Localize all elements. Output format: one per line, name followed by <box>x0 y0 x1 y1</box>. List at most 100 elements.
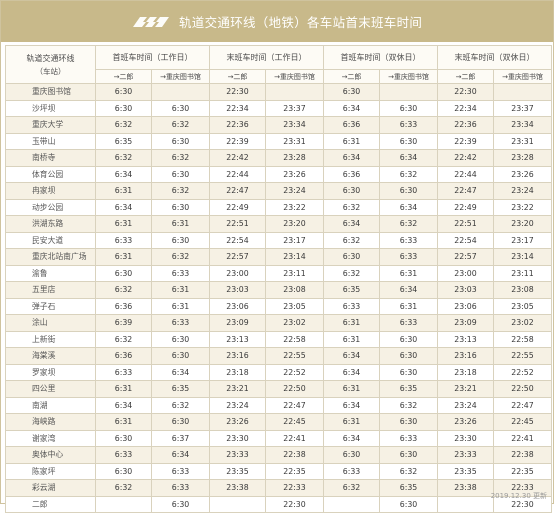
time-cell: 6:34 <box>323 347 380 365</box>
direction-header: →二郎 <box>323 69 380 84</box>
time-cell: 6:33 <box>323 297 380 315</box>
time-cell: 6:31 <box>323 314 380 332</box>
time-cell: 22:30 <box>265 495 324 513</box>
time-cell: 6:39 <box>95 314 152 332</box>
time-cell: 6:31 <box>323 330 380 348</box>
time-cell: 23:05 <box>493 297 552 315</box>
time-cell: 6:31 <box>323 380 380 398</box>
time-cell: 6:35 <box>379 380 438 398</box>
time-cell: 22:58 <box>265 330 324 348</box>
time-cell: 23:09 <box>437 314 494 332</box>
schedule-body: 重庆图书馆 6:30 22:30 6:30 22:30 沙坪坝 6:30 6:30 22:34 2… <box>5 83 552 513</box>
time-cell: 22:45 <box>265 413 324 431</box>
time-cell: 23:16 <box>437 347 494 365</box>
table-row: 弹子石 6:36 6:31 23:06 23:05 6:33 6:31 23:06 23:05 <box>5 297 552 315</box>
station-name: 二郎 <box>5 495 96 513</box>
time-cell: 6:30 <box>323 248 380 266</box>
time-cell: 23:09 <box>209 314 266 332</box>
time-cell: 23:05 <box>265 297 324 315</box>
time-cell: 23:21 <box>209 380 266 398</box>
time-cell: 23:31 <box>265 132 324 150</box>
direction-header: →二郎 <box>95 69 152 84</box>
table-row: 陈家坪 6:30 6:33 23:35 22:35 6:33 6:32 23:35 22:35 <box>5 462 552 480</box>
time-cell: 6:30 <box>95 99 152 117</box>
table-row: 南湖 6:34 6:32 23:24 22:47 6:34 6:32 23:24 22:47 <box>5 396 552 414</box>
station-name: 沙坪坝 <box>5 99 96 117</box>
time-cell: 6:35 <box>323 281 380 299</box>
table-row: 奥体中心 6:33 6:34 23:33 22:38 6:30 6:30 23:33 22:38 <box>5 446 552 464</box>
time-cell: 22:55 <box>493 347 552 365</box>
time-cell: 22:36 <box>209 116 266 134</box>
time-cell: 23:13 <box>209 330 266 348</box>
station-name: 动步公园 <box>5 198 96 216</box>
time-cell: 23:02 <box>265 314 324 332</box>
time-cell: 6:30 <box>379 363 438 381</box>
time-cell: 22:42 <box>437 149 494 167</box>
station-name: 重庆图书馆 <box>5 83 96 101</box>
time-cell: 6:30 <box>95 83 152 101</box>
time-cell: 22:47 <box>493 396 552 414</box>
time-cell: 6:31 <box>379 264 438 282</box>
station-name: 彩云湖 <box>5 479 96 497</box>
direction-header-row: →二郎 →重庆图书馆 →二郎 →重庆图书馆 →二郎 →重庆图书馆 →二郎 →重庆… <box>6 69 552 84</box>
time-cell: 23:28 <box>265 149 324 167</box>
time-cell: 22:57 <box>437 248 494 266</box>
direction-header: →二郎 <box>437 69 494 84</box>
table-row: 沙坪坝 6:30 6:30 22:34 23:37 6:34 6:30 22:34 23:37 <box>5 99 552 117</box>
time-cell: 22:44 <box>209 165 266 183</box>
time-cell: 23:06 <box>209 297 266 315</box>
time-cell <box>151 83 210 101</box>
time-cell: 23:06 <box>437 297 494 315</box>
time-cell: 6:30 <box>379 330 438 348</box>
time-cell: 23:30 <box>437 429 494 447</box>
station-name: 陈家坪 <box>5 462 96 480</box>
table-row: 体育公园 6:34 6:30 22:44 23:26 6:36 6:32 22:44 23:26 <box>5 165 552 183</box>
station-name: 谢家湾 <box>5 429 96 447</box>
time-cell: 6:30 <box>379 347 438 365</box>
time-cell: 6:33 <box>151 462 210 480</box>
time-cell: 6:32 <box>323 231 380 249</box>
time-cell: 6:30 <box>95 264 152 282</box>
table-row: 民安大道 6:33 6:30 22:54 23:17 6:32 6:33 22:54 23:17 <box>5 231 552 249</box>
station-name: 上新街 <box>5 330 96 348</box>
time-cell: 6:32 <box>151 182 210 200</box>
time-cell: 22:50 <box>493 380 552 398</box>
time-cell: 23:34 <box>265 116 324 134</box>
time-cell: 22:55 <box>265 347 324 365</box>
time-cell: 6:32 <box>95 479 152 497</box>
time-cell: 23:35 <box>437 462 494 480</box>
time-cell: 6:33 <box>151 264 210 282</box>
time-cell: 23:02 <box>493 314 552 332</box>
time-cell: 22:45 <box>493 413 552 431</box>
time-cell: 22:35 <box>265 462 324 480</box>
time-cell: 6:31 <box>95 380 152 398</box>
time-cell: 6:34 <box>379 281 438 299</box>
time-cell: 6:31 <box>95 215 152 233</box>
time-cell: 22:39 <box>209 132 266 150</box>
time-cell: 22:54 <box>437 231 494 249</box>
time-cell: 6:30 <box>95 462 152 480</box>
time-cell: 6:31 <box>151 297 210 315</box>
station-name: 民安大道 <box>5 231 96 249</box>
station-name: 洪湖东路 <box>5 215 96 233</box>
table-row: 重庆大学 6:32 6:32 22:36 23:34 6:36 6:33 22:36 23:34 <box>5 116 552 134</box>
time-cell: 6:32 <box>323 479 380 497</box>
direction-header: →二郎 <box>209 69 266 84</box>
time-cell: 22:47 <box>265 396 324 414</box>
time-cell: 23:08 <box>265 281 324 299</box>
time-cell: 23:03 <box>437 281 494 299</box>
time-cell: 6:34 <box>95 165 152 183</box>
time-cell: 6:33 <box>379 116 438 134</box>
time-cell: 23:22 <box>265 198 324 216</box>
time-cell <box>437 495 494 513</box>
time-cell: 22:49 <box>437 198 494 216</box>
time-cell: 23:31 <box>493 132 552 150</box>
time-cell: 23:30 <box>209 429 266 447</box>
time-cell: 6:33 <box>379 231 438 249</box>
time-cell: 23:03 <box>209 281 266 299</box>
time-cell: 22:38 <box>265 446 324 464</box>
time-cell: 23:35 <box>209 462 266 480</box>
header-content: 轨道交通环线（地铁）各车站首末班车时间 <box>131 1 422 42</box>
time-cell: 22:47 <box>437 182 494 200</box>
